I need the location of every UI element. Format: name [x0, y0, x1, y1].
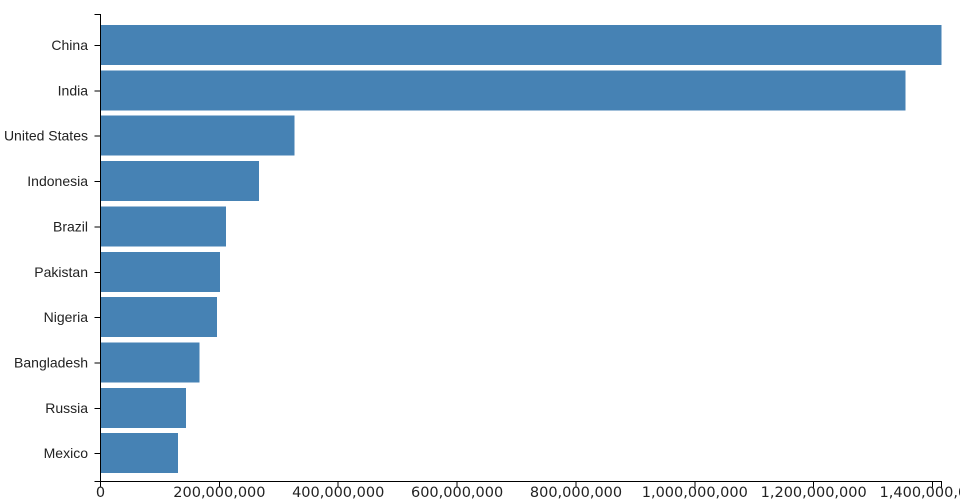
y-tick-label-bangladesh: Bangladesh	[14, 354, 88, 370]
bar-bangladesh	[100, 342, 200, 383]
y-tick-label-pakistan: Pakistan	[34, 264, 88, 280]
bar-brazil	[100, 206, 226, 247]
x-tick-label: 200,000,000	[173, 485, 265, 500]
x-tick-label: 0	[96, 485, 105, 500]
bar-united-states	[100, 115, 295, 156]
bar-china	[100, 25, 942, 65]
bar-nigeria	[100, 297, 217, 338]
x-axis: 0 200,000,000 400,000,000 600,000,000 800,00…	[96, 481, 960, 500]
y-axis-line	[94, 14, 101, 482]
y-axis: China India United States Indonesia Brazil Pa…	[4, 14, 101, 482]
x-tick-label: 1,200,000,000	[761, 485, 867, 500]
y-tick-label-mexico: Mexico	[44, 445, 89, 461]
y-tick-label-united-states: United States	[4, 128, 88, 144]
x-tick-label: 400,000,000	[292, 485, 384, 500]
y-tick-label-brazil: Brazil	[53, 218, 88, 234]
x-tick-label: 600,000,000	[411, 485, 503, 500]
bar-india	[100, 70, 906, 111]
bar-mexico	[100, 433, 179, 474]
y-tick-label-india: India	[58, 82, 89, 98]
bar-russia	[100, 387, 187, 428]
y-tick-label-china: China	[51, 37, 88, 53]
bar-pakistan	[100, 251, 220, 292]
x-tick-label: 1,400,000,000	[880, 485, 960, 500]
y-tick-label-indonesia: Indonesia	[27, 173, 88, 189]
y-tick-label-nigeria: Nigeria	[44, 309, 89, 325]
x-tick-label: 1,000,000,000	[642, 485, 748, 500]
y-tick-label-russia: Russia	[45, 400, 88, 416]
bars-group	[100, 25, 942, 474]
bar-indonesia	[100, 161, 260, 202]
x-tick-label: 800,000,000	[530, 485, 622, 500]
